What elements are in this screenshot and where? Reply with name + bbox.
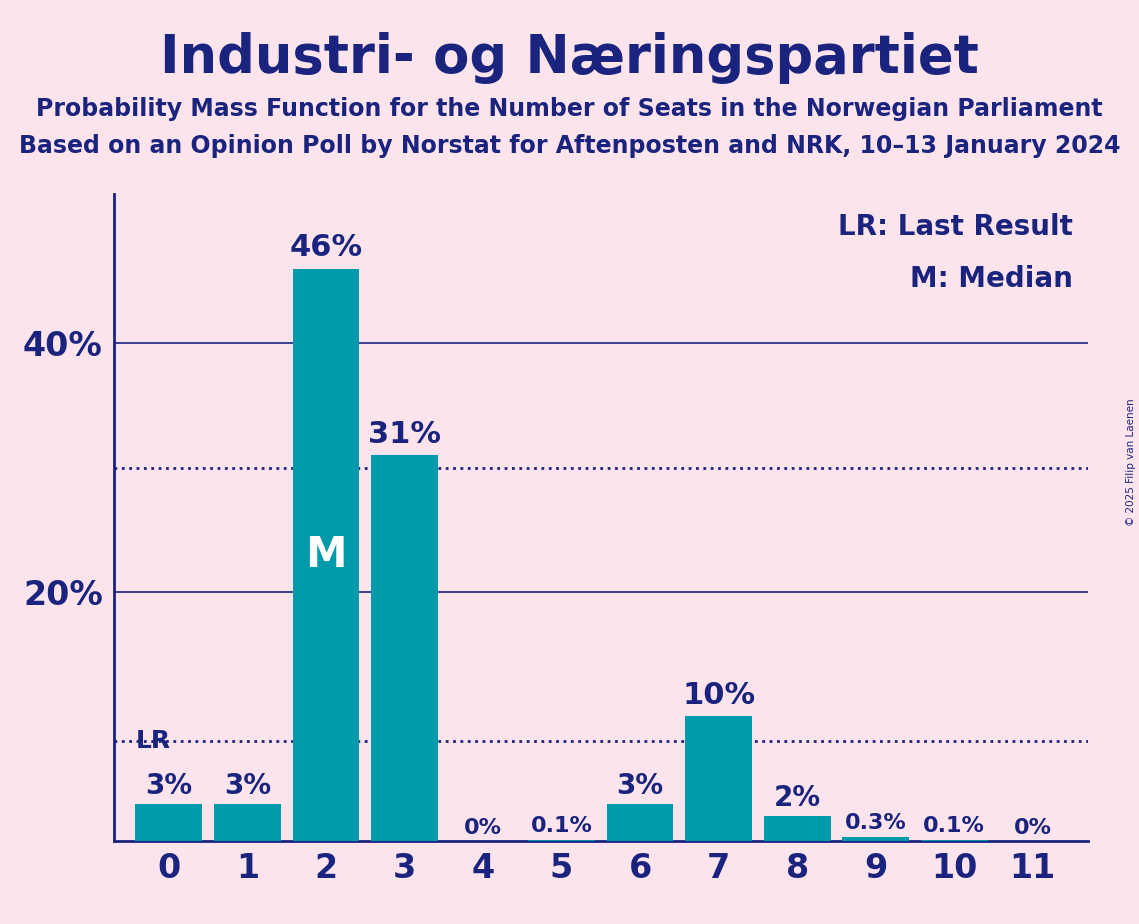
Text: 0%: 0% [464,818,502,838]
Text: Probability Mass Function for the Number of Seats in the Norwegian Parliament: Probability Mass Function for the Number… [36,97,1103,121]
Text: LR: LR [136,729,171,753]
Bar [371,456,437,841]
Bar [686,716,752,841]
Text: M: Median: M: Median [910,265,1073,293]
Bar [920,840,988,841]
Text: 2%: 2% [773,784,821,812]
Text: 0%: 0% [1014,818,1051,838]
Bar [214,804,281,841]
Bar [764,816,830,841]
Text: © 2025 Filip van Laenen: © 2025 Filip van Laenen [1126,398,1136,526]
Text: 0.1%: 0.1% [531,816,592,836]
Text: 31%: 31% [368,420,441,449]
Text: 0.3%: 0.3% [845,813,907,833]
Text: 3%: 3% [146,772,192,800]
Text: 0.1%: 0.1% [924,816,985,836]
Text: Based on an Opinion Poll by Norstat for Aftenposten and NRK, 10–13 January 2024: Based on an Opinion Poll by Norstat for … [18,134,1121,158]
Text: 3%: 3% [224,772,271,800]
Bar [607,804,673,841]
Text: LR: Last Result: LR: Last Result [838,213,1073,241]
Text: 3%: 3% [616,772,664,800]
Text: Industri- og Næringspartiet: Industri- og Næringspartiet [161,32,978,84]
Bar [843,837,909,841]
Bar [528,840,595,841]
Bar [136,804,203,841]
Text: 10%: 10% [682,681,755,711]
Bar [293,269,359,841]
Text: 46%: 46% [289,234,362,262]
Text: M: M [305,534,346,576]
